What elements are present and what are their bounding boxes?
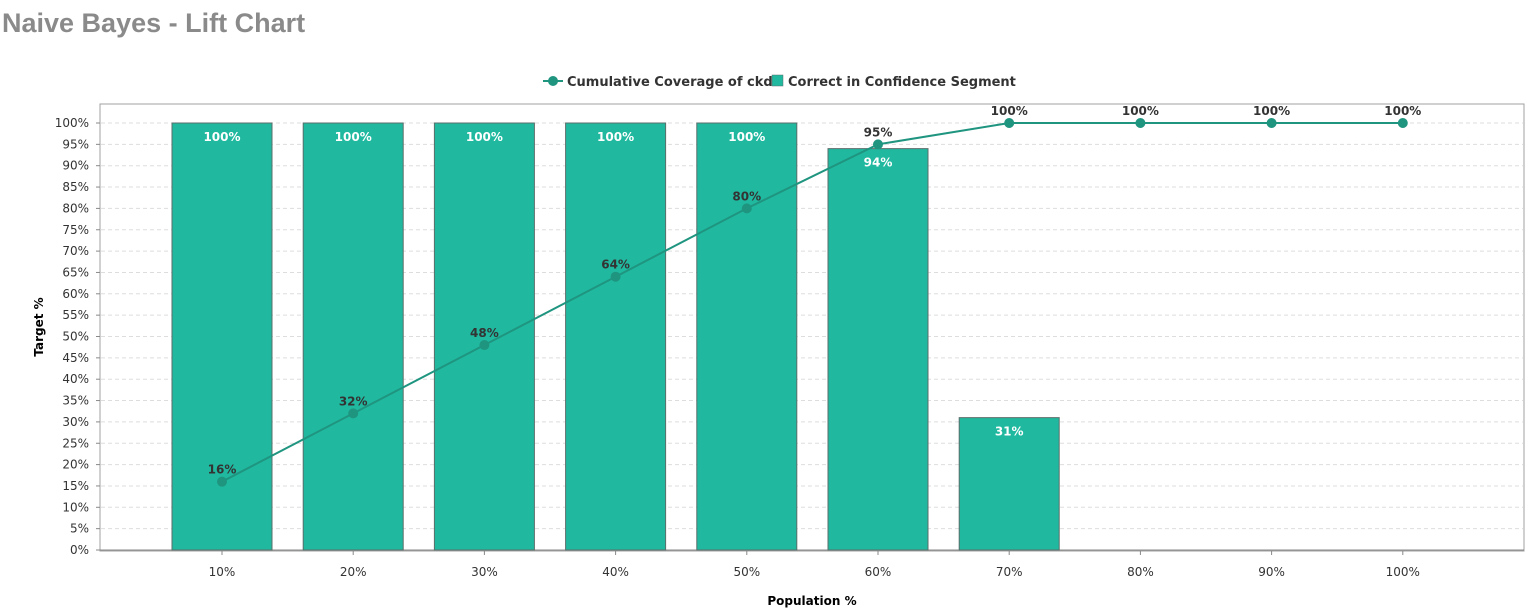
coverage-label-4: 64% xyxy=(601,258,630,272)
y-tick-label-100: 100% xyxy=(55,116,89,130)
y-tick-label-5: 5% xyxy=(70,522,89,536)
legend-label-correct: Correct in Confidence Segment xyxy=(788,75,1016,90)
x-tick-label-3: 30% xyxy=(471,565,498,579)
bar-2 xyxy=(302,122,404,551)
coverage-label-8: 100% xyxy=(1122,104,1159,118)
coverage-point-10 xyxy=(1397,118,1408,128)
y-tick-label-35: 35% xyxy=(62,394,89,408)
x-tick-label-10: 100% xyxy=(1386,565,1420,579)
y-tick-label-0: 0% xyxy=(70,543,89,557)
coverage-point-4 xyxy=(610,271,621,282)
coverage-point-1 xyxy=(217,476,227,487)
coverage-point-5 xyxy=(741,203,752,214)
chart-legend: Cumulative Coverage of ckd Correct in Co… xyxy=(543,74,1016,90)
x-axis: 10% 20% 30% 40% 50% 60% 70% 80% 90% 100% xyxy=(100,549,1524,579)
bar-6 xyxy=(827,148,929,551)
page-title: Naive Bayes - Lift Chart xyxy=(2,8,306,38)
bar-label-4: 100% xyxy=(597,130,634,144)
bar-label-3: 100% xyxy=(466,130,503,144)
bar-label-1: 100% xyxy=(203,130,240,144)
y-axis: 0% 5% 10% 15% 20% 25% 30% 35% 40% 45% 50% 55% 60% 65%… xyxy=(55,116,100,557)
bar-5 xyxy=(696,122,798,551)
line-series: 16% 32% 48% 64% 80% 95% 100% 100% 100% 100% xyxy=(208,104,1421,487)
x-tick-label-1: 10% xyxy=(209,565,236,579)
x-tick-label-9: 90% xyxy=(1258,565,1285,579)
coverage-point-9 xyxy=(1266,118,1277,128)
x-axis-title: Population % xyxy=(767,594,856,608)
y-tick-label-95: 95% xyxy=(62,137,89,151)
y-tick-label-65: 65% xyxy=(62,265,89,279)
x-tick-label-4: 40% xyxy=(602,565,629,579)
bar-series: 100% 100% 100% 100% 100% 94% 31% xyxy=(171,122,1060,551)
plot-area xyxy=(99,103,1525,552)
legend-line-marker xyxy=(548,76,558,86)
y-tick-label-60: 60% xyxy=(62,287,89,301)
bar-7 xyxy=(958,417,1060,551)
coverage-line xyxy=(221,122,1403,483)
y-tick-label-20: 20% xyxy=(62,458,89,472)
coverage-label-1: 16% xyxy=(208,463,237,477)
y-tick-label-15: 15% xyxy=(62,479,89,493)
coverage-label-10: 100% xyxy=(1384,104,1421,118)
bar-label-6: 94% xyxy=(864,156,893,170)
coverage-point-8 xyxy=(1135,118,1146,128)
bar-4 xyxy=(565,122,667,551)
x-tick-label-5: 50% xyxy=(733,565,760,579)
x-tick-label-7: 70% xyxy=(996,565,1023,579)
coverage-label-3: 48% xyxy=(470,326,499,340)
coverage-label-5: 80% xyxy=(732,189,761,203)
legend-label-coverage: Cumulative Coverage of ckd xyxy=(567,75,773,90)
coverage-point-3 xyxy=(479,340,490,351)
coverage-label-6: 95% xyxy=(864,125,893,139)
y-tick-label-70: 70% xyxy=(62,244,89,258)
y-tick-label-85: 85% xyxy=(62,180,89,194)
legend-bar-swatch xyxy=(771,74,784,87)
y-tick-label-30: 30% xyxy=(62,415,89,429)
coverage-point-2 xyxy=(348,408,359,419)
y-tick-label-90: 90% xyxy=(62,159,89,173)
coverage-point-6 xyxy=(873,139,883,150)
bar-label-2: 100% xyxy=(335,130,372,144)
y-tick-label-80: 80% xyxy=(62,201,89,215)
bar-label-5: 100% xyxy=(728,130,765,144)
coverage-label-7: 100% xyxy=(991,104,1028,118)
x-tick-label-6: 60% xyxy=(865,565,892,579)
coverage-label-9: 100% xyxy=(1253,104,1290,118)
y-tick-label-75: 75% xyxy=(62,223,89,237)
y-tick-label-55: 55% xyxy=(62,308,89,322)
x-tick-label-2: 20% xyxy=(340,565,367,579)
bar-3 xyxy=(433,122,535,551)
y-tick-label-10: 10% xyxy=(62,500,89,514)
y-tick-label-40: 40% xyxy=(62,372,89,386)
x-tick-label-8: 80% xyxy=(1127,565,1154,579)
coverage-point-7 xyxy=(1004,118,1015,128)
y-tick-label-25: 25% xyxy=(62,436,89,450)
y-tick-label-50: 50% xyxy=(62,330,89,344)
bar-label-7: 31% xyxy=(995,425,1024,439)
y-axis-title: Target % xyxy=(32,297,46,356)
y-tick-label-45: 45% xyxy=(62,351,89,365)
coverage-label-2: 32% xyxy=(339,394,368,408)
gridlines xyxy=(101,122,1523,530)
